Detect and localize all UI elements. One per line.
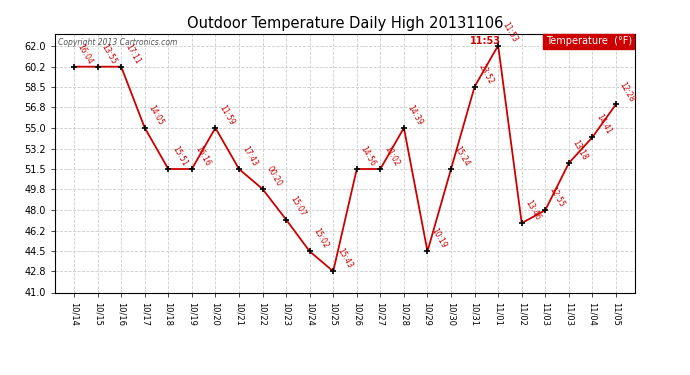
Text: 11:53: 11:53 xyxy=(500,21,519,44)
Text: Copyright 2013 Cartronics.com: Copyright 2013 Cartronics.com xyxy=(58,38,177,46)
Text: 12:28: 12:28 xyxy=(618,80,636,103)
Text: 14:56: 14:56 xyxy=(359,144,377,168)
Text: 15:51: 15:51 xyxy=(170,144,189,168)
Text: 16:04: 16:04 xyxy=(76,42,95,66)
Text: 14:41: 14:41 xyxy=(594,113,613,136)
Text: Temperature  (°F): Temperature (°F) xyxy=(546,36,632,46)
Text: 17:11: 17:11 xyxy=(123,42,141,66)
Text: 12:55: 12:55 xyxy=(547,186,566,209)
Text: 14:39: 14:39 xyxy=(406,103,424,127)
Text: 11:02: 11:02 xyxy=(382,145,401,168)
Text: 13:46: 13:46 xyxy=(524,198,542,222)
Text: 10:19: 10:19 xyxy=(429,227,448,250)
Text: 13:55: 13:55 xyxy=(99,42,118,66)
Text: 00:20: 00:20 xyxy=(264,164,283,188)
Text: 16:16: 16:16 xyxy=(194,144,213,168)
Text: 15:02: 15:02 xyxy=(312,227,331,250)
Text: 15:24: 15:24 xyxy=(453,144,471,168)
Text: 15:07: 15:07 xyxy=(288,195,307,218)
Text: 23:52: 23:52 xyxy=(477,62,495,86)
Title: Outdoor Temperature Daily High 20131106: Outdoor Temperature Daily High 20131106 xyxy=(187,16,503,31)
Text: 11:53: 11:53 xyxy=(470,36,501,46)
Text: 14:05: 14:05 xyxy=(146,103,166,127)
Text: 15:43: 15:43 xyxy=(335,247,354,270)
Text: 13:18: 13:18 xyxy=(571,139,589,162)
Text: 11:59: 11:59 xyxy=(217,104,236,127)
Text: 17:43: 17:43 xyxy=(241,144,259,168)
